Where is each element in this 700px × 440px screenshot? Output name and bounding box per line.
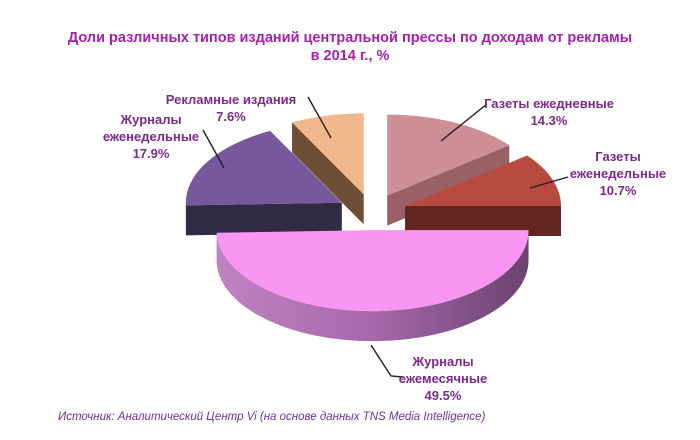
chart-title: Доли различных типов изданий центральной… xyxy=(0,29,700,65)
slice-label-1-line1: еженедельные xyxy=(569,166,667,181)
slice-value-4: 7.6% xyxy=(216,109,246,124)
slice-callout-2: Журналы ежемесячные 49.5% xyxy=(399,353,487,404)
slice-value-3: 17.9% xyxy=(132,146,170,161)
slice-callout-4: Рекламные издания 7.6% xyxy=(166,91,297,125)
slice-callout-3: Журналы еженедельные 17.9% xyxy=(103,111,199,162)
chart-title-line2: в 2014 г., % xyxy=(310,48,390,64)
slice-label-0-line0: Газеты ежедневные xyxy=(484,96,614,111)
leader-line-1 xyxy=(529,176,569,189)
pie-slice-1-end-face xyxy=(405,206,562,237)
pie-slice-2-rim xyxy=(216,230,529,342)
leader-line-0 xyxy=(440,103,488,142)
pie-slice-4[interactable] xyxy=(292,113,364,195)
pie-slice-3[interactable] xyxy=(185,130,342,206)
leader-line-4 xyxy=(307,96,332,139)
slice-label-4-line0: Рекламные издания xyxy=(165,92,297,107)
pie-slice-0[interactable] xyxy=(387,114,510,196)
source-note: Источник: Аналитический Центр Vi (на осн… xyxy=(58,411,486,423)
leader-line-3 xyxy=(202,129,225,169)
slice-label-3-line1: еженедельные xyxy=(102,129,200,144)
pie-slice-1[interactable] xyxy=(405,155,562,207)
slice-label-3-line0: Журналы xyxy=(120,112,182,127)
pie-slice-2[interactable] xyxy=(216,230,529,312)
slice-label-1-line0: Газеты xyxy=(595,149,641,164)
slice-callout-1: Газеты еженедельные 10.7% xyxy=(570,148,666,199)
pie-slice-3-start-face xyxy=(185,202,342,236)
chart-title-line1: Доли различных типов изданий центральной… xyxy=(67,30,633,46)
slice-label-2-line1: ежемесячные xyxy=(398,371,488,386)
slice-value-2: 49.5% xyxy=(424,388,462,403)
slice-label-2-line0: Журналы xyxy=(412,354,474,369)
slice-callout-0: Газеты ежедневные 14.3% xyxy=(484,95,614,129)
slice-value-0: 14.3% xyxy=(530,113,568,128)
pie-slice-4-start-face xyxy=(292,122,364,225)
slice-value-1: 10.7% xyxy=(599,183,637,198)
leader-line-2 xyxy=(370,344,404,378)
